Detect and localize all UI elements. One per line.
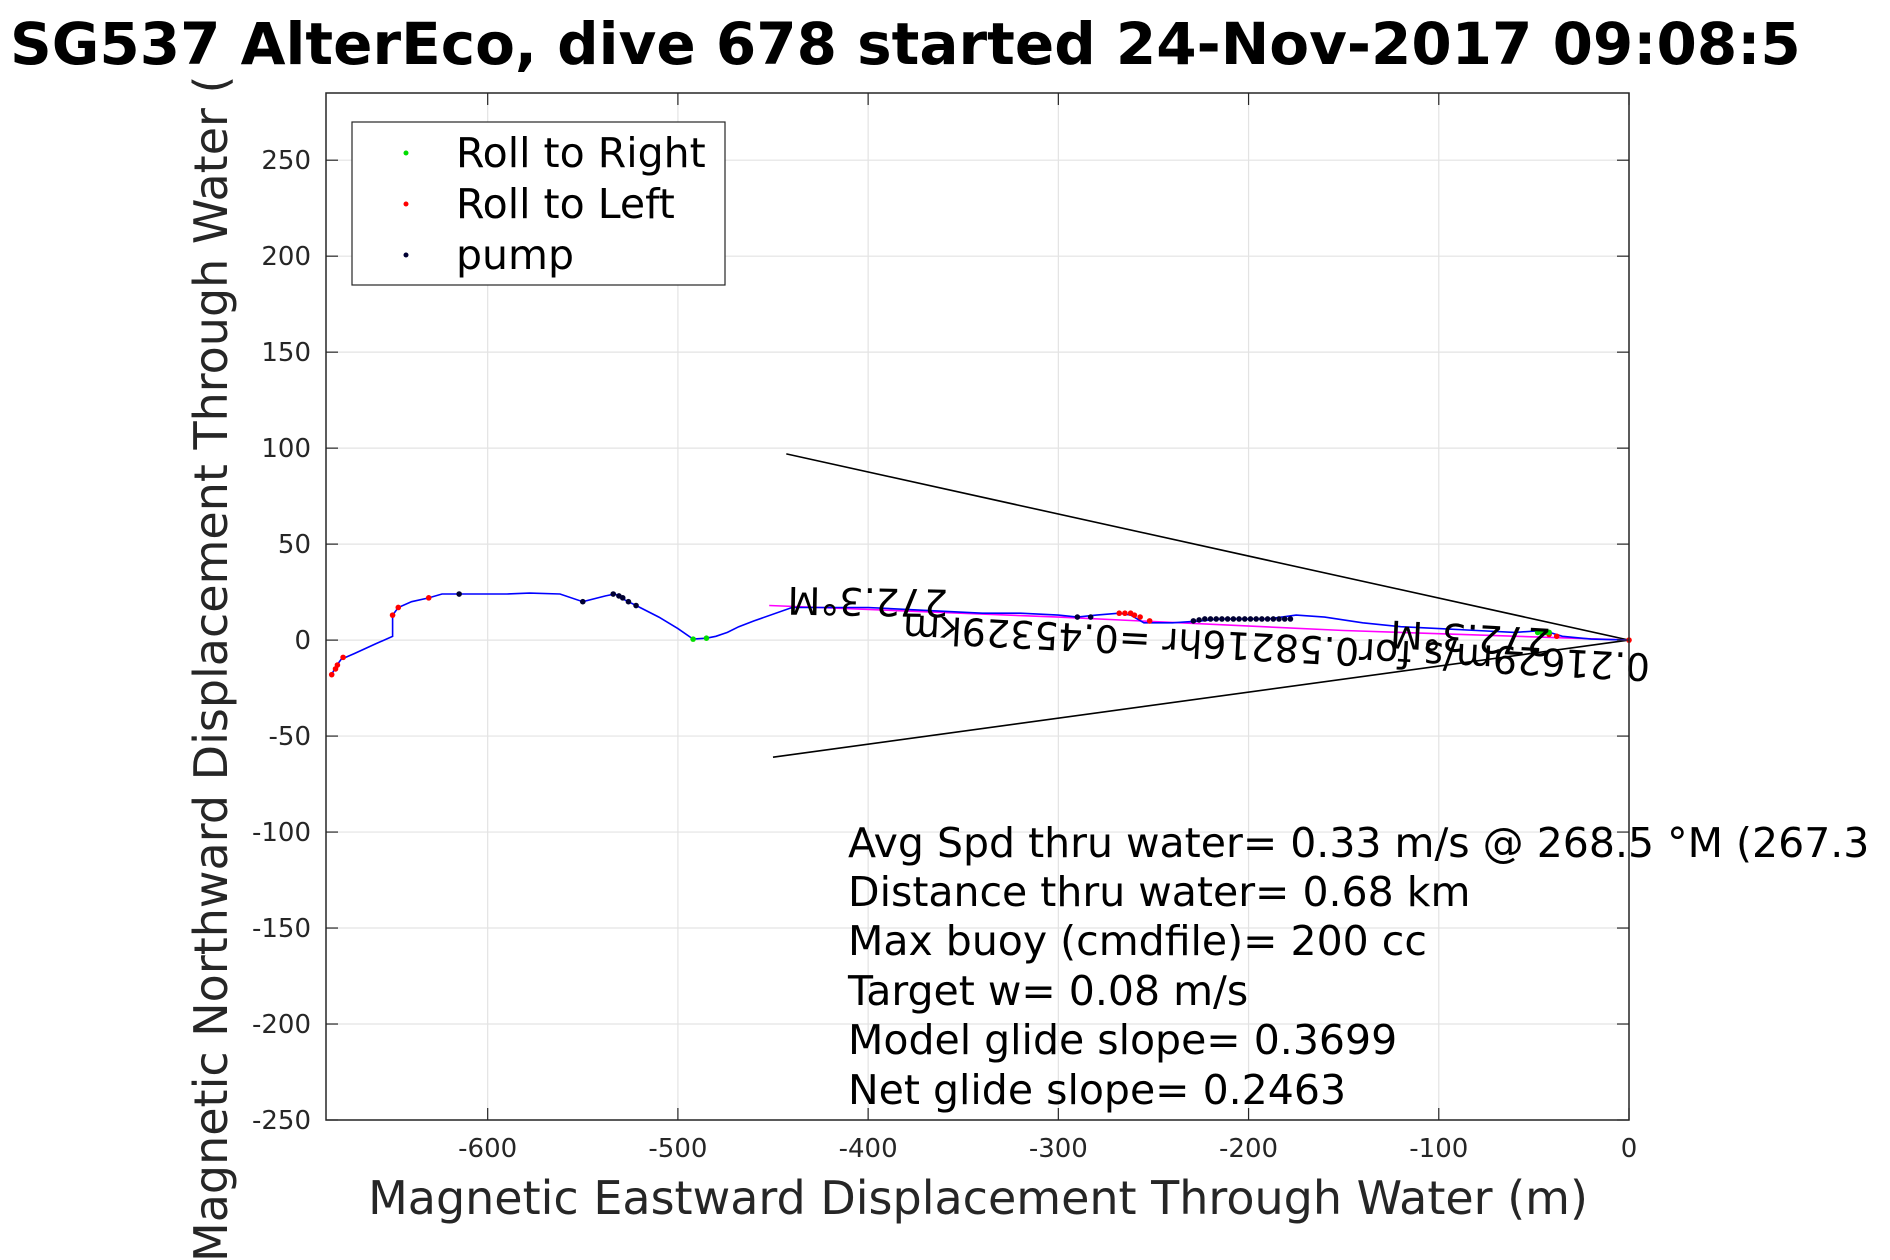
y-tick-label: -50 <box>269 722 311 752</box>
pump-point <box>1247 616 1254 622</box>
pump-point <box>1074 614 1081 620</box>
roll-right-point <box>1546 629 1552 636</box>
stat-avg-speed: Avg Spd thru water= 0.33 m/s @ 268.5 °M … <box>848 819 1869 867</box>
stat-net-glide: Net glide slope= 0.2463 <box>848 1066 1346 1114</box>
stat-model-glide: Model glide slope= 0.3699 <box>848 1016 1397 1064</box>
pump-point <box>1230 616 1237 622</box>
roll-left-point <box>340 654 346 661</box>
pump-point <box>579 598 586 605</box>
y-tick-label: -250 <box>252 1106 311 1136</box>
y-tick-label: -150 <box>252 914 311 944</box>
track-layer <box>330 592 1630 675</box>
x-tick-label: -500 <box>648 1134 707 1164</box>
marker-layer <box>328 591 1632 678</box>
plot-frame <box>325 92 1630 1121</box>
pump-point <box>1236 616 1242 622</box>
y-tick-label: 50 <box>278 530 311 560</box>
pump-point <box>1241 616 1248 622</box>
x-tick-label: -200 <box>1219 1134 1278 1164</box>
pump-point <box>1287 616 1294 622</box>
pump-point <box>633 602 639 609</box>
pump-point <box>1224 616 1231 622</box>
legend-label-roll-right: Roll to Right <box>456 129 706 177</box>
heading-cone <box>772 453 1630 758</box>
y-tick-label: 100 <box>261 434 311 464</box>
pump-point <box>1219 616 1225 622</box>
y-tick-label: -100 <box>252 818 311 848</box>
pump-point <box>625 598 632 605</box>
chart-title: SG537 AlterEco, dive 678 started 24-Nov-… <box>10 10 1801 78</box>
roll-left-point <box>1553 633 1560 640</box>
pump-point <box>1259 616 1265 622</box>
pump-point <box>610 591 617 597</box>
pump-point <box>1270 616 1277 622</box>
stat-max-buoy: Max buoy (cmdfile)= 200 cc <box>848 917 1427 965</box>
roll-left-point <box>334 662 341 668</box>
pump-point <box>456 591 462 597</box>
roll-left-point <box>1137 614 1143 620</box>
pump-point <box>1276 616 1282 622</box>
roll-right-point <box>690 636 696 642</box>
pump-point <box>1253 616 1259 622</box>
pump-point <box>1190 618 1197 624</box>
y-tick-label: 150 <box>261 338 311 368</box>
pump-point <box>1281 616 1288 622</box>
pump-point <box>616 593 622 599</box>
tick-layer: -600 -500 -400 -300 -200 -100 0 250 200 150 100 50 0… <box>252 93 1637 1164</box>
pump-point <box>1087 614 1094 620</box>
heading-guide-line <box>769 604 1630 641</box>
roll-left-point <box>1131 612 1138 618</box>
x-tick-label: -400 <box>839 1134 898 1164</box>
roll-left-point <box>1116 610 1123 617</box>
x-tick-label: -100 <box>1409 1134 1468 1164</box>
stats-annotation: Avg Spd thru water= 0.33 m/s @ 268.5 °M … <box>847 819 1869 1114</box>
y-tick-label: -200 <box>252 1010 311 1040</box>
legend: Roll to Right Roll to Left pump <box>351 121 726 286</box>
y-axis-label: Magnetic Northward Displacement Through … <box>184 76 238 1260</box>
roll-left-point <box>389 612 396 618</box>
rotated-heading-label: 272.3°M <box>787 578 948 625</box>
legend-marker-roll-right <box>403 150 409 156</box>
legend-label-pump: pump <box>456 231 574 279</box>
y-tick-label: 200 <box>261 242 311 272</box>
pump-point <box>1207 616 1214 622</box>
pump-point <box>1264 616 1271 622</box>
stat-distance: Distance thru water= 0.68 km <box>848 868 1470 916</box>
heading-cone-line <box>786 453 1630 641</box>
roll-left-point <box>1146 618 1153 624</box>
roll-left-point <box>395 604 402 611</box>
rotated-heading-label: 272.3°M <box>1389 612 1552 664</box>
roll-left-point <box>328 671 335 678</box>
y-tick-label: 0 <box>294 626 311 656</box>
x-tick-label: 0 <box>1621 1134 1638 1164</box>
roll-right-point <box>703 635 710 641</box>
heading-cone-line <box>772 639 1630 758</box>
x-axis-label: Magnetic Eastward Displacement Through W… <box>368 1171 1588 1225</box>
legend-marker-roll-left <box>403 201 409 207</box>
dive-track-line <box>330 592 1630 675</box>
pump-point <box>1213 616 1220 622</box>
legend-box <box>351 121 726 286</box>
y-tick-label: 250 <box>261 146 311 176</box>
x-tick-label: -300 <box>1029 1134 1088 1164</box>
legend-marker-pump <box>403 252 409 258</box>
legend-label-roll-left: Roll to Left <box>456 180 675 228</box>
x-tick-label: -600 <box>458 1134 517 1164</box>
pump-point <box>1196 617 1202 623</box>
stat-target-w: Target w= 0.08 m/s <box>847 967 1248 1015</box>
roll-left-point <box>425 595 432 601</box>
pump-point <box>1202 616 1208 622</box>
roll-left-point <box>1122 610 1128 617</box>
